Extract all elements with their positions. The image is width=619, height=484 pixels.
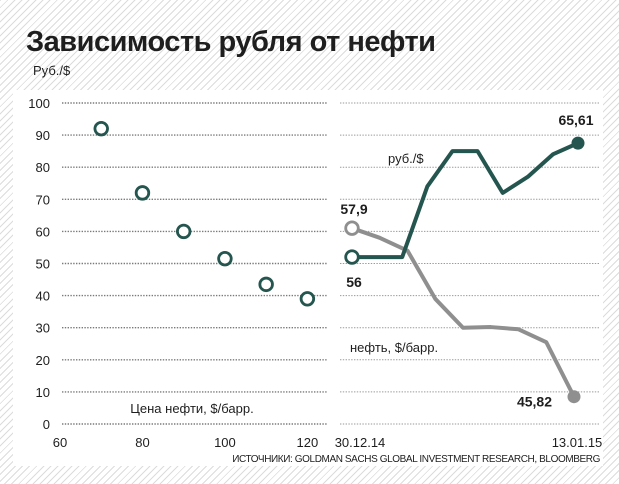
rub-start-value: 56 [346, 274, 362, 290]
y-tick-label: 60 [36, 224, 50, 239]
scatter-point [134, 185, 151, 201]
scatter-x-label: Цена нефти, $/барр. [130, 401, 253, 416]
rub-end-marker [571, 136, 585, 150]
x-tick-label: 100 [214, 435, 236, 450]
scatter-points [93, 120, 585, 404]
y-tick-label: 80 [36, 160, 50, 175]
x-tick-label: 60 [53, 435, 67, 450]
line-series [351, 141, 579, 398]
oil-end-marker [567, 390, 581, 404]
y-axis-ticks: 0 10 20 30 40 50 60 70 80 90 100 [28, 96, 50, 432]
y-axis-label: Руб./$ [33, 63, 71, 78]
y-tick-label: 90 [36, 128, 50, 143]
rub-series-label: руб./$ [388, 151, 424, 166]
x-tick-label: 30.12.14 [335, 435, 386, 450]
chart-panel [13, 90, 603, 466]
x-tick-label: 80 [135, 435, 149, 450]
x-tick-label: 13.01.15 [552, 435, 603, 450]
scatter-point [93, 120, 109, 137]
y-tick-label: 10 [36, 385, 50, 400]
oil-end-value: 45,82 [517, 394, 552, 410]
source-note: ИСТОЧНИКИ: GOLDMAN SACHS GLOBAL INVESTME… [230, 454, 602, 465]
scatter-point [175, 223, 192, 240]
y-tick-label: 30 [36, 321, 50, 336]
rub-line [352, 141, 579, 260]
y-tick-label: 20 [36, 353, 50, 368]
gridlines [62, 102, 600, 425]
y-tick-label: 70 [36, 192, 50, 207]
oil-line [351, 226, 576, 398]
chart-labels: Цена нефти, $/барр. 57,9 56 65,61 45,82 руб./… [130, 112, 593, 416]
x-tick-label: 120 [297, 435, 319, 450]
y-tick-label: 0 [43, 417, 50, 432]
oil-series-label: нефть, $/барр. [350, 340, 438, 355]
rub-start-marker [344, 249, 360, 265]
y-tick-label: 50 [36, 257, 50, 272]
scatter-point [217, 250, 233, 267]
scatter-point [299, 291, 316, 307]
page-title: Зависимость рубля от нефти [26, 26, 436, 58]
x-axis-ticks: 60 80 100 120 30.12.14 13.01.15 [53, 435, 603, 450]
scatter-point [258, 276, 274, 293]
oil-start-marker [344, 220, 360, 236]
y-tick-label: 40 [36, 289, 50, 304]
y-tick-label: 100 [28, 96, 50, 111]
oil-start-value: 57,9 [340, 201, 367, 217]
rub-end-value: 65,61 [558, 112, 593, 128]
